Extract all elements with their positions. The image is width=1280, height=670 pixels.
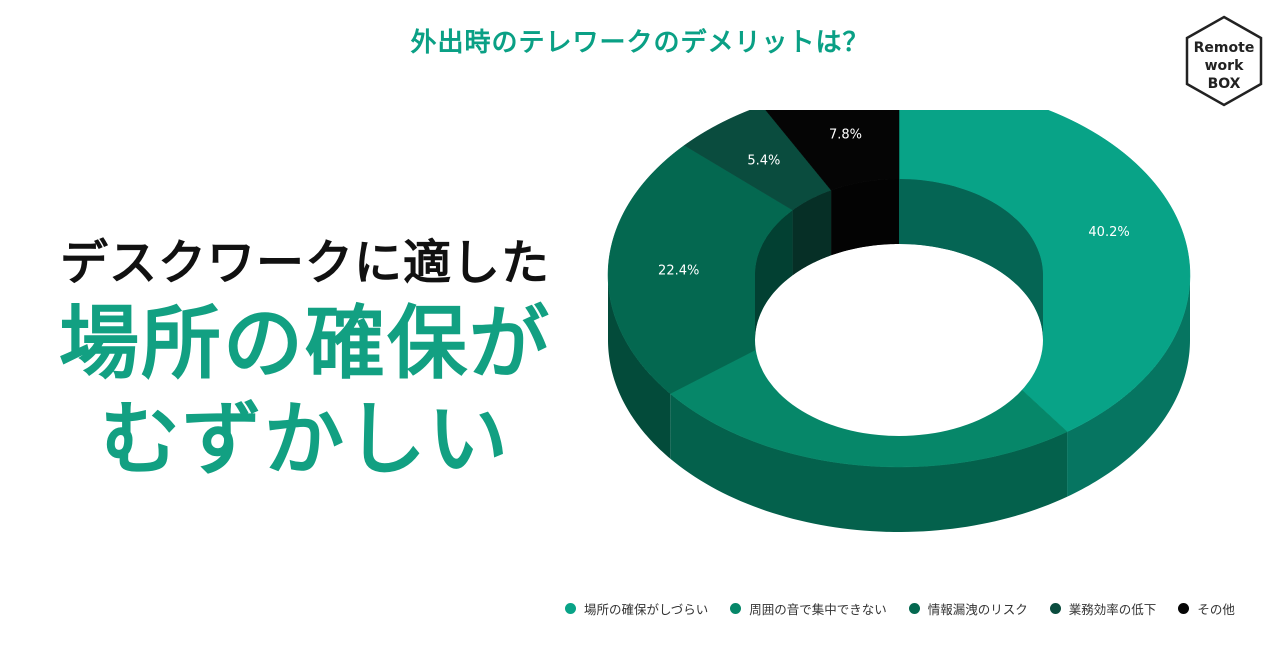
headline-line-1: デスクワークに適した — [59, 235, 550, 291]
legend-label: 周囲の音で集中できない — [749, 601, 887, 617]
logo-line2: work — [1205, 58, 1244, 74]
outer-wall-1 — [670, 393, 1068, 532]
legend-label: その他 — [1197, 601, 1235, 617]
legend-label: 情報漏洩のリスク — [927, 601, 1028, 617]
legend-swatch-icon — [1178, 602, 1190, 614]
legend-item-2: 情報漏洩のリスク — [908, 599, 1028, 618]
logo-line3: BOX — [1208, 76, 1241, 92]
chart-title: 外出時のテレワークのデメリットは？ — [410, 28, 870, 58]
legend-swatch-icon — [1049, 602, 1061, 614]
legend-item-4: その他 — [1178, 599, 1235, 618]
headline: デスクワークに適した 場所の確保が むずかしい — [0, 230, 610, 488]
legend-swatch-icon — [565, 602, 576, 614]
logo-hexagon-icon: Remote work BOX — [1185, 15, 1263, 107]
inner-wall-front-0 — [899, 179, 1043, 340]
inner-wall-front-2 — [755, 210, 793, 340]
legend-label: 業務効率の低下 — [1068, 601, 1157, 617]
remote-work-box-logo: Remote work BOX — [1183, 14, 1265, 108]
data-label-0: 40.2% — [1088, 225, 1129, 240]
outer-wall-0 — [1067, 275, 1190, 497]
data-label-4: 7.8% — [829, 127, 862, 142]
headline-line-2: 場所の確保が — [59, 297, 551, 390]
legend-item-3: 業務効率の低下 — [1049, 599, 1157, 618]
inner-wall-front-4 — [831, 179, 899, 256]
legend-item-0: 場所の確保がしづらい — [565, 599, 708, 618]
chart-hole — [755, 244, 1043, 436]
legend-swatch-icon — [730, 602, 742, 614]
data-label-3: 5.4% — [747, 154, 780, 169]
headline-line-3: むずかしい — [100, 393, 510, 486]
legend-label: 場所の確保がしづらい — [584, 601, 709, 617]
chart-top-faces — [607, 82, 1191, 468]
data-label-1: 24.2% — [847, 413, 888, 428]
outer-wall-2 — [608, 275, 671, 459]
legend-swatch-icon — [908, 602, 920, 614]
legend-item-1: 周囲の音で集中できない — [730, 599, 887, 618]
chart-legend: 場所の確保がしづらい 周囲の音で集中できない 情報漏洩のリスク 業務効率の低下 その他 — [565, 596, 1265, 620]
data-label-2: 22.4% — [658, 264, 699, 279]
logo-line1: Remote — [1194, 40, 1255, 56]
donut-chart-svg: 40.2% 24.2% 22.4% 5.4% 7.8% — [607, 82, 1191, 532]
donut-chart: 40.2% 24.2% 22.4% 5.4% 7.8% — [560, 82, 1240, 590]
chart-data-labels: 40.2% 24.2% 22.4% 5.4% 7.8% — [658, 127, 1130, 428]
inner-wall-front-3 — [792, 190, 832, 276]
